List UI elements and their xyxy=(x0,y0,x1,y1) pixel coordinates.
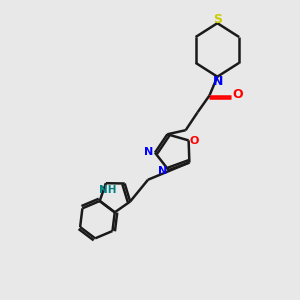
Text: O: O xyxy=(233,88,244,101)
Text: O: O xyxy=(190,136,199,146)
Text: S: S xyxy=(213,13,222,26)
Text: N: N xyxy=(213,75,224,88)
Text: NH: NH xyxy=(99,185,117,195)
Text: N: N xyxy=(158,166,167,176)
Text: N: N xyxy=(144,147,154,157)
